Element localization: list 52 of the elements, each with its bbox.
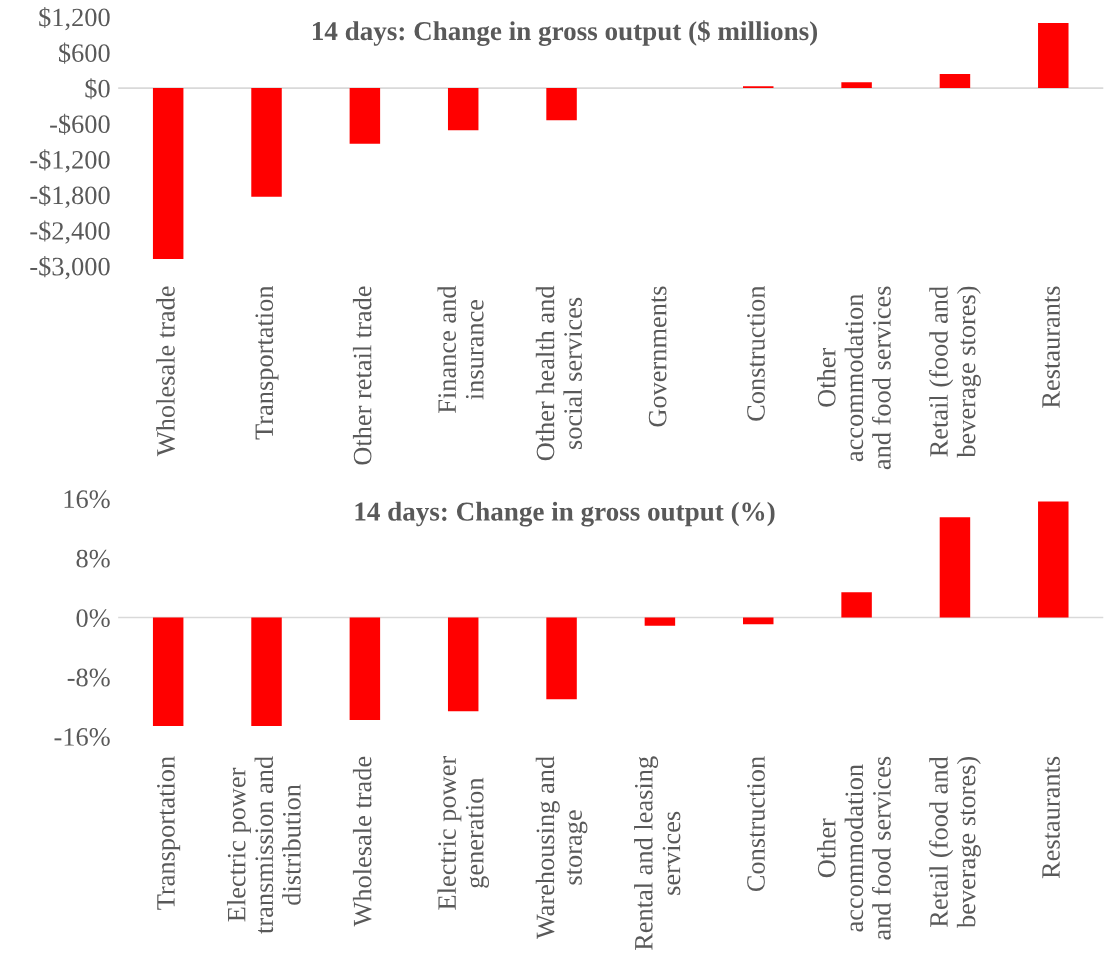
x-tick-label: Electric power generation	[437, 756, 490, 910]
chart-title: 14 days: Change in gross output (%)	[355, 501, 775, 527]
y-tick-label: -16%	[54, 728, 110, 746]
y-tick-label: -$1,800	[30, 184, 110, 209]
bar	[1038, 22, 1069, 89]
bar	[152, 617, 184, 727]
y-tick-label: -8%	[67, 668, 110, 687]
bar	[841, 82, 872, 89]
bar	[349, 617, 381, 721]
bar	[644, 617, 676, 626]
x-tick-label: Finance and insurance	[437, 285, 484, 413]
bar	[251, 617, 282, 727]
bar	[152, 88, 184, 259]
y-tick-label: $1,200	[39, 7, 110, 31]
x-tick-label: Rental and leasing services	[634, 756, 681, 951]
bar	[939, 73, 971, 89]
bar	[447, 617, 479, 712]
bar	[1038, 501, 1069, 618]
bar	[939, 517, 971, 618]
x-tick-label: Governments	[648, 286, 667, 427]
y-tick-label: $600	[59, 42, 110, 64]
x-tick-label: Other retail trade	[352, 286, 372, 465]
chart-title: 14 days: Change in gross output ($ millions)	[312, 20, 818, 46]
x-tick-label: Other health and social services	[535, 285, 582, 461]
x-tick-label: Construction	[747, 756, 765, 892]
y-tick-label: -$600	[50, 113, 110, 135]
y-tick-label: 16%	[64, 490, 110, 509]
bar	[349, 88, 381, 144]
y-tick-label: 8%	[76, 549, 110, 568]
x-tick-label: Transportation	[157, 756, 181, 910]
x-tick-label: Restaurants	[1042, 756, 1060, 879]
x-tick-label: Warehousing and storage	[535, 756, 588, 940]
y-tick-label: -$3,000	[30, 256, 110, 280]
y-tick-label: -$2,400	[30, 220, 110, 244]
x-tick-label: Construction	[747, 285, 765, 421]
bar	[546, 88, 577, 121]
bar	[841, 592, 872, 618]
x-tick-label: Retail (food and beverage stores)	[929, 756, 981, 929]
x-tick-label: Other accommodation and food services	[817, 286, 891, 470]
bar	[546, 617, 577, 700]
x-tick-label: Retail (food and beverage stores)	[929, 286, 981, 458]
y-tick-label: -$1,200	[30, 149, 110, 173]
bar	[447, 88, 479, 131]
y-tick-label: 0%	[76, 609, 110, 628]
bar	[251, 88, 282, 197]
x-tick-label: Wholesale trade	[156, 286, 175, 457]
y-tick-label: $0	[85, 78, 110, 100]
x-tick-label: Transportation	[255, 285, 279, 440]
x-tick-label: Electric power transmission and distribution	[226, 756, 301, 934]
x-tick-label: Restaurants	[1042, 286, 1060, 408]
x-tick-label: Wholesale trade	[352, 756, 372, 927]
x-tick-label: Other accommodation and food services	[817, 756, 891, 940]
